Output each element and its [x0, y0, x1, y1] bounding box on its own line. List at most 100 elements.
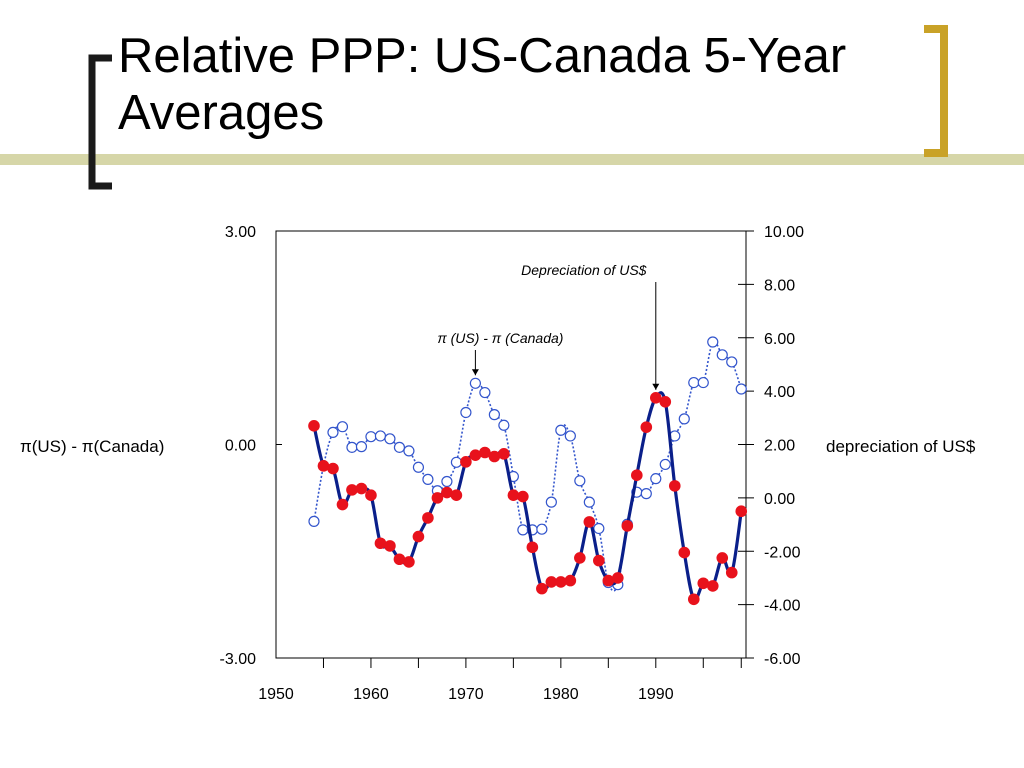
data-point-inflation-differential [498, 419, 510, 431]
x-tick-label: 1990 [638, 686, 674, 703]
data-point-depreciation [659, 396, 672, 408]
y-right-tick-label: -6.00 [764, 651, 801, 668]
data-point-depreciation [441, 486, 453, 499]
data-point-depreciation [593, 554, 605, 567]
data-point-inflation-differential [688, 376, 700, 389]
data-point-inflation-differential [403, 445, 415, 457]
y-left-tick-label: 0.00 [225, 438, 256, 455]
data-point-inflation-differential [574, 475, 586, 487]
y-right-tick-label: -4.00 [764, 598, 801, 615]
data-point-depreciation [507, 489, 520, 502]
data-point-depreciation [393, 553, 406, 566]
slide-title: Relative PPP: US-Canada 5-Year Averages [118, 29, 847, 140]
data-point-depreciation [384, 540, 396, 552]
data-point-depreciation [678, 546, 691, 559]
data-point-inflation-differential [716, 349, 728, 361]
data-point-depreciation [412, 530, 425, 543]
annotation-label: π (US) - π (Canada) [437, 330, 563, 346]
data-point-inflation-differential [460, 406, 472, 419]
y-right-tick-label: -2.00 [764, 544, 801, 561]
left-y-axis-label: π(US) - π(Canada) [20, 437, 164, 456]
data-point-inflation-differential [365, 431, 377, 443]
data-point-depreciation [355, 482, 368, 495]
series-line-inflation-differential [313, 340, 743, 592]
left-y-axis: -3.00 0.00 3.00 [220, 224, 282, 668]
data-point-inflation-differential [488, 409, 500, 421]
data-point-depreciation [564, 574, 577, 587]
data-point-inflation-differential [355, 441, 368, 453]
data-point-depreciation [536, 582, 548, 595]
data-point-depreciation [640, 421, 653, 433]
y-right-tick-label: 2.00 [764, 438, 795, 455]
annotation-arrowhead-icon [652, 383, 660, 390]
data-point-inflation-differential [735, 383, 747, 395]
annotation-arrowhead-icon [471, 369, 479, 376]
x-tick-label: 1970 [448, 686, 484, 703]
data-point-inflation-differential [346, 441, 358, 453]
data-point-depreciation [725, 566, 738, 579]
y-right-tick-label: 10.00 [764, 224, 804, 241]
data-point-inflation-differential [707, 336, 719, 348]
data-point-inflation-differential [650, 473, 662, 485]
x-tick-label: 1950 [258, 686, 294, 703]
data-point-inflation-differential [640, 488, 652, 500]
data-point-inflation-differential [393, 441, 406, 453]
data-point-depreciation [687, 593, 700, 606]
data-point-inflation-differential [697, 376, 709, 389]
data-point-inflation-differential [469, 377, 481, 389]
data-point-inflation-differential [593, 522, 605, 535]
data-point-inflation-differential [327, 426, 339, 439]
data-point-depreciation [668, 480, 681, 492]
data-point-inflation-differential [384, 433, 396, 445]
data-point-depreciation [526, 541, 539, 554]
right-y-axis-label: depreciation of US$ [826, 437, 976, 456]
data-point-depreciation [431, 492, 444, 504]
data-point-depreciation [545, 576, 558, 588]
data-point-depreciation [308, 420, 320, 432]
y-left-tick-label: 3.00 [225, 224, 256, 241]
data-point-inflation-differential [422, 473, 434, 485]
data-point-depreciation [365, 489, 377, 502]
series-layer [308, 336, 748, 606]
data-point-depreciation [716, 552, 729, 564]
data-point-depreciation [583, 516, 596, 528]
data-point-inflation-differential [726, 356, 738, 368]
data-point-depreciation [450, 489, 463, 502]
y-right-tick-label: 8.00 [764, 277, 795, 294]
y-right-tick-label: 4.00 [764, 384, 795, 401]
data-point-inflation-differential [659, 458, 671, 471]
data-point-depreciation [612, 572, 624, 584]
data-point-inflation-differential [517, 524, 529, 536]
data-point-inflation-differential [450, 456, 463, 468]
data-point-inflation-differential [336, 421, 349, 433]
data-point-inflation-differential [479, 386, 491, 399]
x-tick-label: 1980 [543, 686, 579, 703]
title-underline-rule [0, 154, 1024, 165]
data-point-inflation-differential [678, 413, 690, 425]
right-bracket-icon [924, 25, 948, 157]
annotation-label: Depreciation of US$ [521, 262, 647, 278]
x-axis: 1950 1960 1970 1980 1990 [258, 658, 742, 703]
data-point-depreciation [574, 552, 586, 564]
x-tick-label: 1960 [353, 686, 389, 703]
data-point-depreciation [479, 446, 491, 459]
data-point-depreciation [621, 520, 634, 532]
data-point-inflation-differential [308, 515, 320, 527]
right-y-axis: -6.00 -4.00 -2.00 0.00 2.00 4.00 6.00 8.00 10.00 [738, 224, 804, 668]
y-right-tick-label: 6.00 [764, 331, 795, 348]
data-point-depreciation [735, 505, 748, 518]
plot-frame [275, 230, 747, 659]
data-point-inflation-differential [555, 424, 567, 436]
data-point-depreciation [706, 580, 719, 592]
data-point-depreciation [374, 537, 387, 550]
data-point-depreciation [602, 574, 615, 587]
data-point-depreciation [317, 460, 330, 472]
data-point-depreciation [346, 484, 358, 496]
data-point-inflation-differential [536, 523, 548, 535]
data-point-depreciation [460, 456, 472, 468]
data-point-depreciation [697, 577, 710, 590]
data-point-inflation-differential [545, 496, 557, 508]
data-point-depreciation [403, 556, 415, 568]
data-point-depreciation [517, 490, 529, 503]
